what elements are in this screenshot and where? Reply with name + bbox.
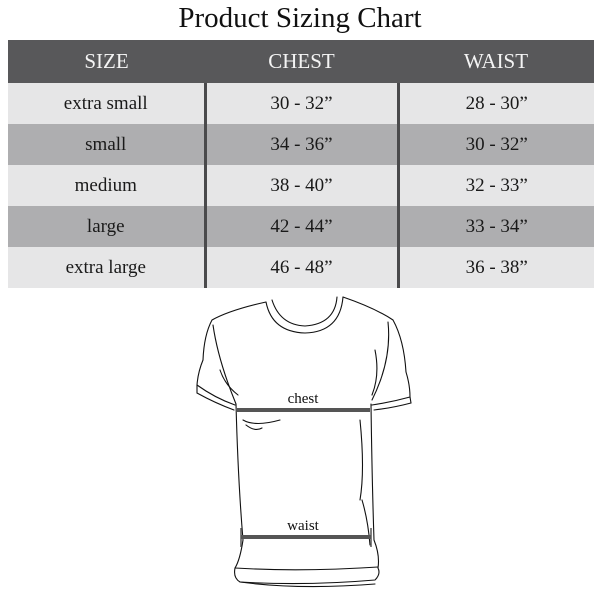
table-row: medium 38 - 40” 32 - 33” [8, 165, 594, 206]
size-cell: medium [8, 165, 207, 206]
header-size: SIZE [8, 40, 205, 83]
size-cell: large [8, 206, 207, 247]
size-cell: small [8, 124, 207, 165]
table-header: SIZE CHEST WAIST [8, 40, 594, 83]
header-chest: CHEST [205, 40, 398, 83]
chest-cell: 46 - 48” [205, 247, 400, 288]
chest-cell: 34 - 36” [205, 124, 400, 165]
chest-label: chest [288, 391, 320, 407]
table-row: small 34 - 36” 30 - 32” [8, 124, 594, 165]
waist-cell: 33 - 34” [398, 206, 594, 247]
chest-cell: 38 - 40” [205, 165, 400, 206]
waist-label: waist [287, 518, 319, 534]
size-cell: extra small [8, 83, 207, 124]
table-row: extra large 46 - 48” 36 - 38” [8, 247, 594, 288]
table-row: extra small 30 - 32” 28 - 30” [8, 83, 594, 124]
size-table: SIZE CHEST WAIST extra small 30 - 32” 28… [8, 40, 594, 288]
waist-cell: 32 - 33” [398, 165, 594, 206]
tshirt-outline [196, 296, 412, 588]
waist-cell: 36 - 38” [398, 247, 594, 288]
table-row: large 42 - 44” 33 - 34” [8, 206, 594, 247]
waist-cell: 28 - 30” [398, 83, 594, 124]
chest-cell: 30 - 32” [205, 83, 400, 124]
page-title: Product Sizing Chart [178, 2, 422, 34]
size-cell: extra large [8, 247, 207, 288]
header-waist: WAIST [398, 40, 594, 83]
chest-cell: 42 - 44” [205, 206, 400, 247]
waist-cell: 30 - 32” [398, 124, 594, 165]
